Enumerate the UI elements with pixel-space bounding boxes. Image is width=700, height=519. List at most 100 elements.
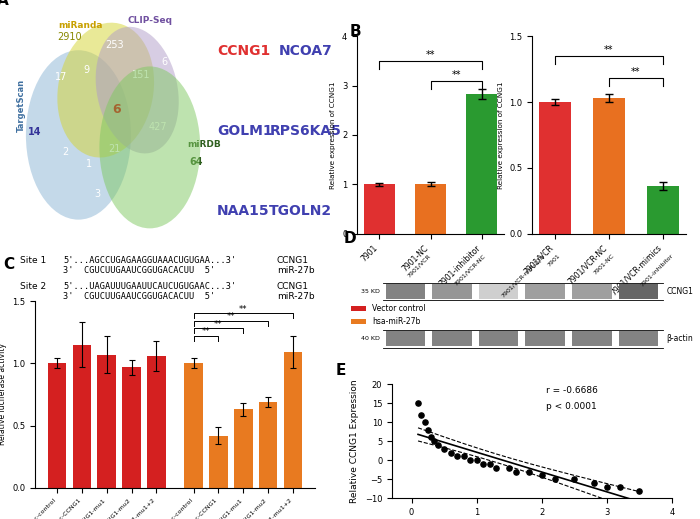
Bar: [593, 98, 625, 234]
Text: **: **: [604, 45, 614, 55]
Bar: [147, 356, 166, 488]
Text: GOLM1: GOLM1: [217, 124, 272, 138]
Point: [503, 463, 514, 472]
Text: 427: 427: [149, 122, 167, 132]
Bar: [209, 435, 228, 488]
Bar: [526, 331, 565, 346]
Text: β-actin: β-actin: [666, 334, 693, 343]
Y-axis label: Relative CCNG1 Expression: Relative CCNG1 Expression: [350, 379, 359, 503]
Point: [432, 441, 443, 449]
Legend: Vector control, hsa-miR-27b: Vector control, hsa-miR-27b: [348, 301, 429, 329]
Text: 2910: 2910: [57, 32, 83, 42]
Text: A: A: [0, 0, 8, 8]
Point: [471, 456, 482, 465]
Text: 218: 218: [149, 25, 167, 35]
Text: 2: 2: [63, 147, 69, 157]
Y-axis label: Relative expression of CCNG1: Relative expression of CCNG1: [330, 81, 336, 189]
Point: [465, 456, 476, 465]
Point: [491, 463, 502, 472]
Bar: [234, 409, 253, 488]
Text: p < 0.0001: p < 0.0001: [546, 402, 596, 411]
Text: 64: 64: [189, 157, 203, 167]
Bar: [386, 284, 426, 299]
Text: 7901/VCR-miR-27b: 7901/VCR-miR-27b: [500, 253, 545, 298]
Y-axis label: Relative luciferase activity: Relative luciferase activity: [0, 344, 6, 445]
Text: CCNG1: CCNG1: [217, 44, 270, 58]
Text: 40 KD: 40 KD: [361, 336, 380, 342]
Text: **: **: [452, 70, 461, 80]
Point: [438, 445, 449, 453]
Bar: [433, 331, 472, 346]
Text: 9: 9: [84, 65, 90, 75]
Point: [523, 468, 534, 476]
Bar: [364, 184, 395, 234]
Bar: [479, 331, 519, 346]
Text: 6: 6: [112, 103, 120, 116]
Bar: [526, 284, 565, 299]
Bar: [284, 352, 302, 488]
Point: [412, 399, 423, 407]
Bar: [619, 284, 658, 299]
Bar: [386, 331, 426, 346]
Text: CCNG1: CCNG1: [666, 287, 693, 296]
Text: NCOA7: NCOA7: [279, 44, 332, 58]
Text: 7901/VCR: 7901/VCR: [407, 253, 432, 278]
Point: [419, 418, 430, 426]
Text: 3'  CGUCUUGAAUCGGUGACACUU  5': 3' CGUCUUGAAUCGGUGACACUU 5': [63, 292, 215, 301]
Point: [615, 483, 626, 491]
Text: CCNG1: CCNG1: [276, 256, 309, 265]
Text: r = -0.6686: r = -0.6686: [546, 386, 598, 395]
Bar: [48, 363, 66, 488]
Point: [422, 426, 433, 434]
Bar: [572, 284, 612, 299]
Bar: [122, 367, 141, 488]
Text: **: **: [631, 67, 640, 77]
Text: 5'...UAGAUUUGAAUUCAUCUGUGAAC...3': 5'...UAGAUUUGAAUUCAUCUGUGAAC...3': [63, 282, 236, 291]
Bar: [647, 186, 679, 234]
Text: TargetScan: TargetScan: [18, 79, 26, 132]
Text: 21: 21: [108, 144, 120, 154]
Text: 7901/VCR-NC: 7901/VCR-NC: [453, 253, 486, 286]
Text: TGOLN2: TGOLN2: [270, 204, 332, 218]
Text: D: D: [344, 231, 356, 246]
Bar: [572, 331, 612, 346]
Bar: [479, 284, 519, 299]
Bar: [184, 363, 203, 488]
Ellipse shape: [96, 27, 178, 154]
Text: miR-27b: miR-27b: [276, 292, 314, 301]
Text: 6: 6: [162, 57, 167, 67]
Text: CCNG1: CCNG1: [276, 282, 309, 291]
Bar: [259, 402, 277, 488]
Point: [452, 452, 463, 460]
Bar: [415, 184, 446, 234]
Text: **: **: [214, 320, 223, 329]
Text: **: **: [227, 312, 235, 321]
Bar: [466, 94, 497, 234]
Point: [601, 483, 612, 491]
Point: [550, 475, 561, 483]
Text: miRDB: miRDB: [188, 141, 221, 149]
Text: 14: 14: [27, 127, 41, 137]
Point: [477, 460, 489, 468]
Point: [426, 433, 437, 442]
Bar: [433, 284, 472, 299]
Point: [458, 452, 469, 460]
Text: B: B: [350, 24, 362, 39]
Text: miRanda: miRanda: [58, 21, 103, 30]
Text: 35 KD: 35 KD: [361, 289, 380, 294]
Text: NAA15: NAA15: [217, 204, 270, 218]
Text: Site 2: Site 2: [20, 282, 46, 291]
Text: **: **: [202, 327, 210, 336]
Text: C: C: [4, 257, 15, 272]
Text: 7901-inhibitor: 7901-inhibitor: [640, 253, 675, 288]
Ellipse shape: [99, 66, 200, 228]
Text: E: E: [336, 363, 346, 378]
Text: 17: 17: [55, 72, 68, 82]
Text: 7901: 7901: [547, 253, 561, 267]
Text: 5'...AGCCUGAGAAGGUAAACUGUGAA...3': 5'...AGCCUGAGAAGGUAAACUGUGAA...3': [63, 256, 236, 265]
Text: miR-27b: miR-27b: [276, 266, 314, 276]
Point: [536, 471, 547, 480]
Point: [588, 479, 599, 487]
Text: 1: 1: [86, 159, 92, 169]
Text: RPS6KA5: RPS6KA5: [270, 124, 341, 138]
